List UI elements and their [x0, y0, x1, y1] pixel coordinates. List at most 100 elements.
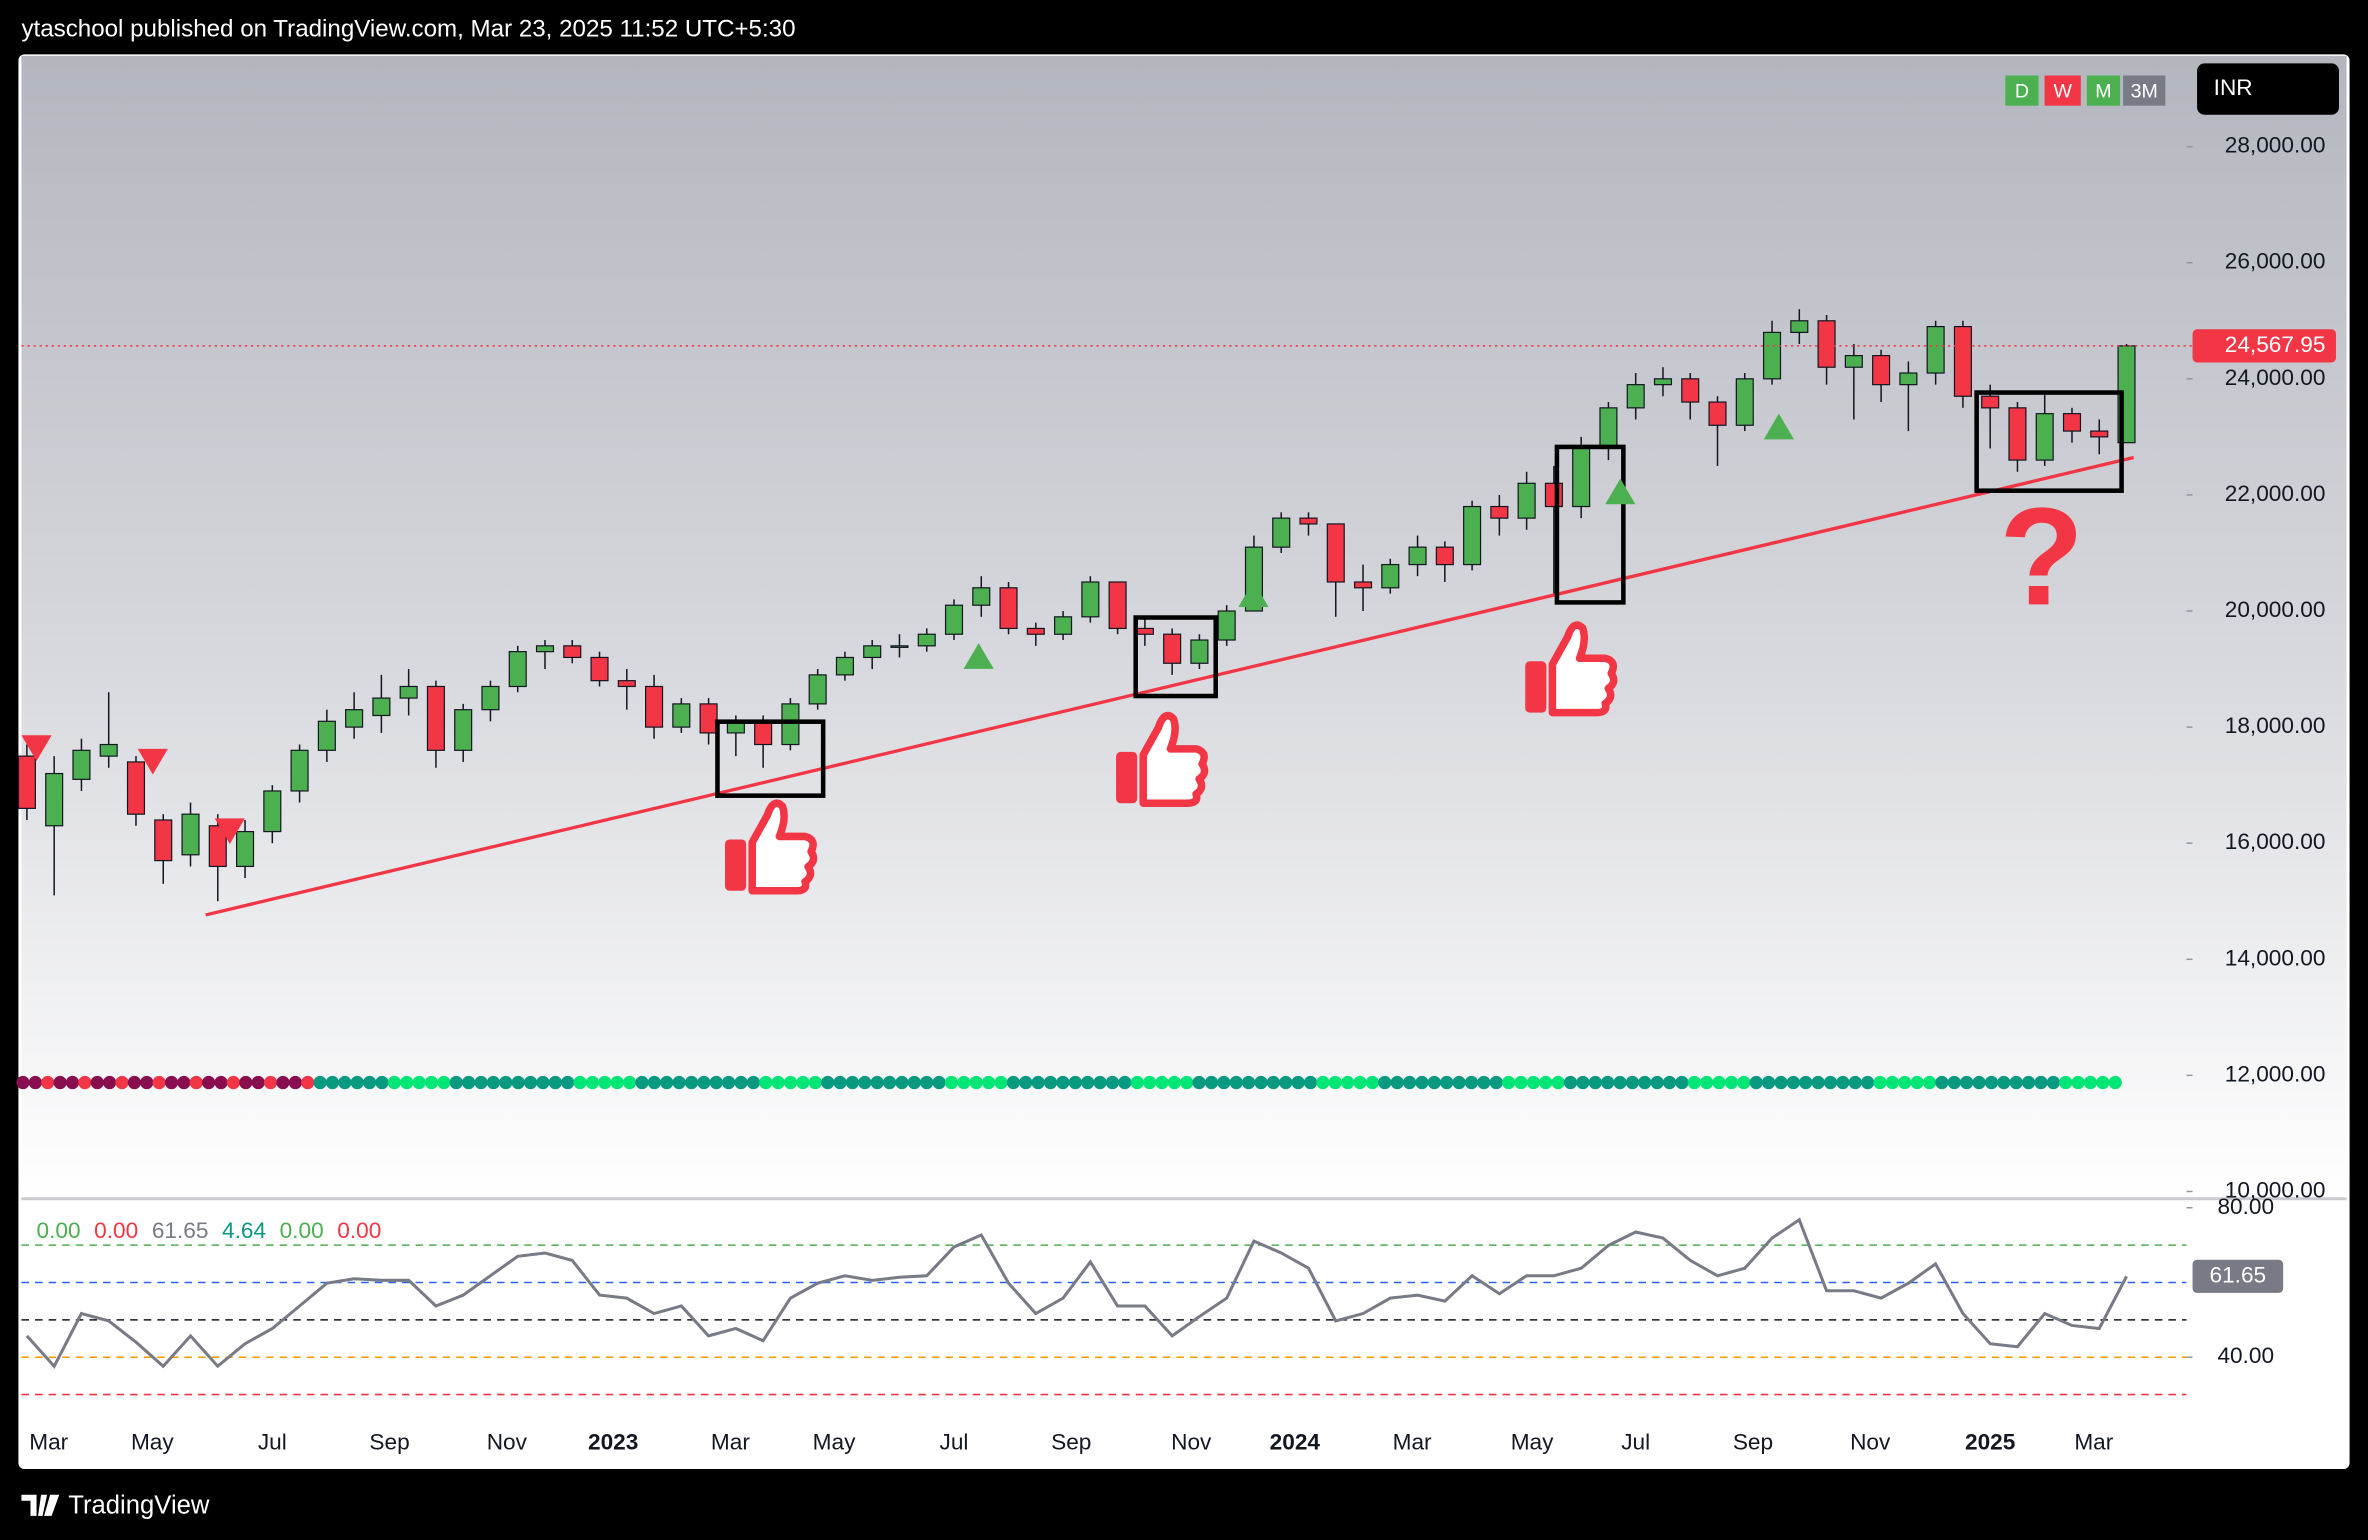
- button-label[interactable]: 3M: [2131, 80, 2158, 102]
- x-tick-label: Jul: [258, 1429, 287, 1454]
- drawings: ?: [21, 390, 2135, 917]
- candle-body: [426, 685, 445, 751]
- candle-body: [72, 749, 91, 780]
- indicator-dot: [1910, 1075, 1924, 1090]
- indicator-dot: [251, 1075, 265, 1090]
- candle-body: [999, 587, 1018, 630]
- indicator-dot: [1539, 1075, 1553, 1090]
- candle-body: [535, 645, 555, 653]
- x-tick-label: Nov: [487, 1429, 528, 1454]
- indicator-dot: [722, 1075, 736, 1090]
- currency-label[interactable]: INR: [2214, 75, 2253, 100]
- candle-body: [1735, 378, 1754, 426]
- button-label[interactable]: D: [2015, 80, 2029, 102]
- indicator-dot: [78, 1075, 92, 1090]
- candle-body: [672, 703, 691, 728]
- button-label[interactable]: W: [2053, 80, 2072, 102]
- indicator-dot: [561, 1075, 575, 1090]
- indicator-dot: [882, 1075, 897, 1090]
- candle-body: [1517, 482, 1536, 519]
- indicator-dot: [1601, 1075, 1615, 1090]
- candle-body: [835, 656, 854, 676]
- indicator-dot: [895, 1075, 909, 1090]
- candle-body: [2008, 407, 2027, 461]
- candle-body: [1708, 401, 1727, 426]
- indicator-dot: [1638, 1075, 1652, 1090]
- indicator-dot: [226, 1075, 241, 1090]
- header-title: ytaschool published on TradingView.com, …: [21, 16, 795, 43]
- indicator-dot: [1836, 1075, 1850, 1090]
- button[interactable]: [2123, 75, 2166, 106]
- indicator-dot: [1724, 1075, 1739, 1090]
- y-tick-label: 40.00: [2217, 1343, 2274, 1368]
- candle-body: [399, 685, 418, 699]
- indicator-dot: [1056, 1075, 1070, 1090]
- candle-body: [617, 680, 636, 688]
- candle-body: [345, 709, 364, 728]
- candle-body: [699, 703, 718, 734]
- indicator-dot: [1019, 1075, 1033, 1090]
- indicator-dot: [127, 1075, 142, 1090]
- button[interactable]: [2086, 75, 2121, 106]
- indicator-dot: [1799, 1075, 1813, 1090]
- candle-body: [1844, 355, 1863, 368]
- candle-body: [590, 656, 609, 682]
- indicator-dot: [598, 1075, 612, 1090]
- indicator-dot: [1662, 1075, 1677, 1090]
- y-tick-label: 22,000.00: [2225, 481, 2326, 506]
- indicator-dot: [920, 1075, 934, 1090]
- indicator-dot: [115, 1075, 129, 1090]
- x-tick-label: May: [813, 1429, 856, 1454]
- candle-body: [754, 720, 773, 746]
- y-tick-label: 28,000.00: [2225, 133, 2326, 158]
- button[interactable]: [2005, 75, 2039, 106]
- legend-value: 4.64: [222, 1218, 266, 1243]
- candle-body: [2090, 430, 2109, 438]
- candle-body: [263, 790, 282, 833]
- indicator-dot: [1452, 1075, 1466, 1090]
- indicator-dot: [573, 1075, 587, 1090]
- candle-body: [372, 697, 391, 717]
- indicator-dot: [548, 1075, 562, 1090]
- x-tick-label: Jul: [940, 1429, 969, 1454]
- candle-body: [1926, 325, 1945, 374]
- indicator-dot: [821, 1075, 835, 1090]
- x-tick-label: 2025: [1965, 1429, 2015, 1454]
- button-label[interactable]: M: [2095, 80, 2111, 102]
- indicator-dot: [288, 1075, 302, 1090]
- indicator-dot: [907, 1075, 921, 1090]
- indicator-dot: [1427, 1075, 1441, 1090]
- price-pane: [21, 55, 2347, 1198]
- indicator-dot: [1786, 1075, 1800, 1090]
- candle-body: [1544, 482, 1563, 508]
- indicator-dot: [833, 1075, 847, 1090]
- indicator-dot: [1650, 1075, 1664, 1090]
- indicator-dot: [375, 1075, 389, 1090]
- candle-body: [2062, 413, 2082, 432]
- candle-body: [1463, 505, 1482, 566]
- indicator-dot: [1501, 1075, 1516, 1090]
- indicator-dot: [1130, 1075, 1144, 1090]
- currency-box[interactable]: [2197, 63, 2339, 115]
- indicator-dot: [301, 1075, 315, 1090]
- indicator-dot: [1761, 1075, 1776, 1090]
- indicator-dot: [2083, 1075, 2098, 1090]
- candle-body: [1817, 320, 1836, 368]
- candle-body: [1272, 517, 1291, 548]
- candle-body: [1981, 395, 2000, 409]
- candle-body: [917, 633, 936, 647]
- indicator-dot: [808, 1075, 822, 1090]
- indicator-dot: [981, 1075, 996, 1090]
- indicator-dot: [1514, 1075, 1528, 1090]
- candle-body: [1299, 517, 1318, 525]
- candle-body: [808, 674, 827, 705]
- indicator-dot: [1811, 1075, 1825, 1090]
- indicator-dot: [1081, 1075, 1095, 1090]
- buy-signal: [1605, 478, 1636, 505]
- button[interactable]: [2044, 75, 2081, 106]
- indicator-dot: [313, 1075, 327, 1090]
- indicator-dot: [1489, 1075, 1503, 1090]
- candle-body: [208, 825, 227, 868]
- thumbs-up: [1116, 711, 1209, 807]
